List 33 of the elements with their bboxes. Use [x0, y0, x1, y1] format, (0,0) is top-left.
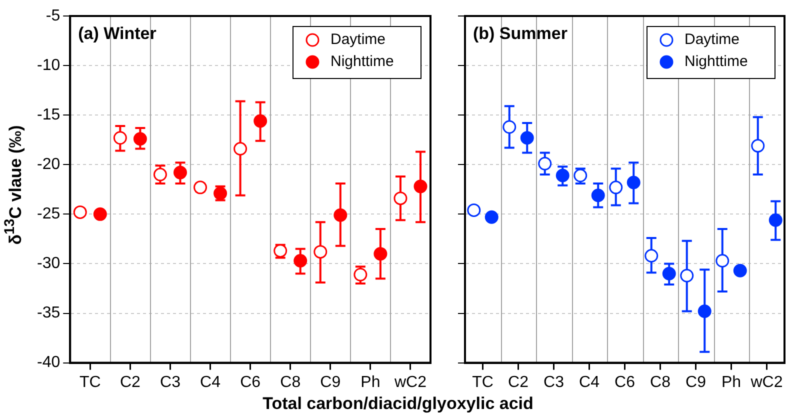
y-tick-label: -40 [37, 354, 60, 372]
x-tick-label: C6 [240, 374, 261, 391]
legend-label: Daytime [330, 31, 386, 48]
x-axis-title: Total carbon/diacid/glyoxylic acid [262, 394, 534, 414]
y-tick-label: -25 [37, 206, 60, 223]
x-tick-label: C2 [120, 374, 141, 391]
x-tick-label: C9 [320, 374, 341, 391]
y-tick-label: -20 [37, 156, 60, 174]
y-tick-label: -30 [37, 255, 60, 272]
y-tick-label: -10 [37, 56, 60, 74]
x-tick-label: C3 [160, 374, 181, 391]
y-tick-label: -15 [37, 106, 60, 124]
x-tick-label: C6 [614, 374, 636, 391]
legend-label: Nighttime [684, 53, 748, 70]
x-tick-label: C8 [650, 374, 671, 391]
text: (a) Winter [78, 24, 157, 44]
x-tick-label: C4 [200, 374, 221, 391]
x-tick-label: wC2 [750, 374, 783, 391]
x-tick-label: TC [79, 374, 101, 391]
x-tick-label: C9 [686, 374, 706, 391]
legend-label: Nighttime [330, 53, 394, 70]
x-tick-label: C4 [579, 374, 600, 391]
x-tick-label: C3 [544, 374, 564, 391]
x-tick-label: Ph [721, 374, 742, 391]
x-tick-label: Ph [360, 374, 380, 391]
y-tick-label: -5 [46, 7, 60, 24]
y-tick-label: -35 [37, 304, 60, 322]
x-tick-label: wC2 [393, 374, 427, 391]
x-tick-label: C8 [280, 374, 301, 391]
x-tick-label: C2 [508, 374, 529, 391]
text: (b) Summer [473, 24, 568, 44]
legend-label: Daytime [684, 31, 740, 48]
x-tick-label: TC [472, 374, 494, 391]
